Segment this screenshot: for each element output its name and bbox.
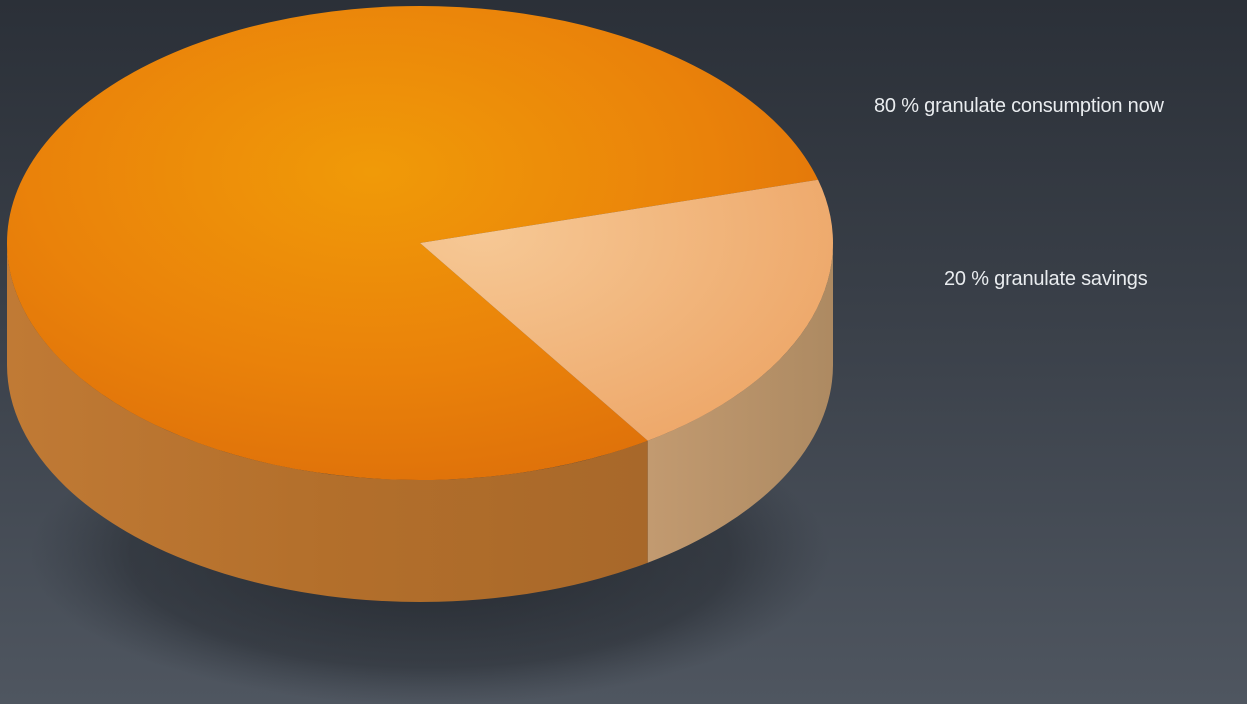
slice-savings-side	[647, 243, 833, 563]
slice-label-consumption: 80 % granulate consumption now	[874, 95, 1164, 117]
slice-consumption-top	[6, 5, 819, 481]
slice-label-savings: 20 % granulate savings	[944, 268, 1148, 290]
slice-savings-top	[420, 179, 833, 441]
slice-consumption-side	[7, 243, 648, 602]
